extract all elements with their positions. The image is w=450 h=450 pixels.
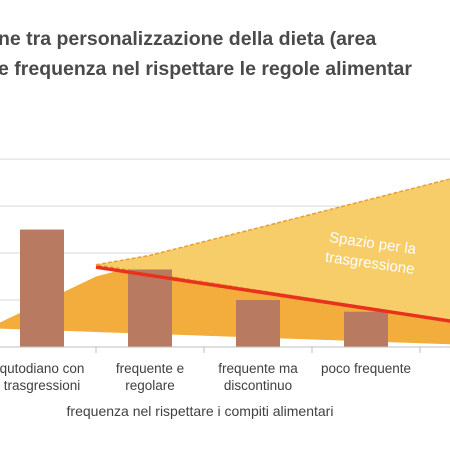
- category-label-3-line-2: discontinuo: [224, 378, 292, 393]
- category-label-1-line-2: trasgressioni: [4, 378, 81, 393]
- trend-line: [95, 265, 450, 323]
- bar-1: [20, 229, 64, 347]
- title-line-2: e frequenza nel rispettare le regole ali…: [0, 58, 412, 80]
- category-label-3-line-1: frequente ma: [218, 361, 298, 376]
- category-label-3: frequente ma discontinuo: [218, 361, 298, 393]
- title-line-1: ne tra personalizzazione della dieta (ar…: [0, 28, 377, 50]
- bar-4: [344, 311, 388, 347]
- category-label-1-line-1: qutodiano con: [0, 361, 84, 376]
- category-label-2: frequente e regolare: [116, 361, 184, 393]
- chart-title: ne tra personalizzazione della dieta (ar…: [0, 0, 450, 90]
- bar-2: [128, 269, 172, 347]
- category-label-2-line-1: frequente e: [116, 361, 184, 376]
- bar-3: [236, 300, 280, 347]
- category-label-4: poco frequente: [321, 361, 411, 376]
- category-label-1: qutodiano con trasgressioni: [0, 361, 84, 393]
- category-label-4-line-1: poco frequente: [321, 361, 411, 376]
- category-label-2-line-2: regolare: [125, 378, 175, 393]
- x-axis-title: frequenza nel rispettare i compiti alime…: [67, 403, 334, 419]
